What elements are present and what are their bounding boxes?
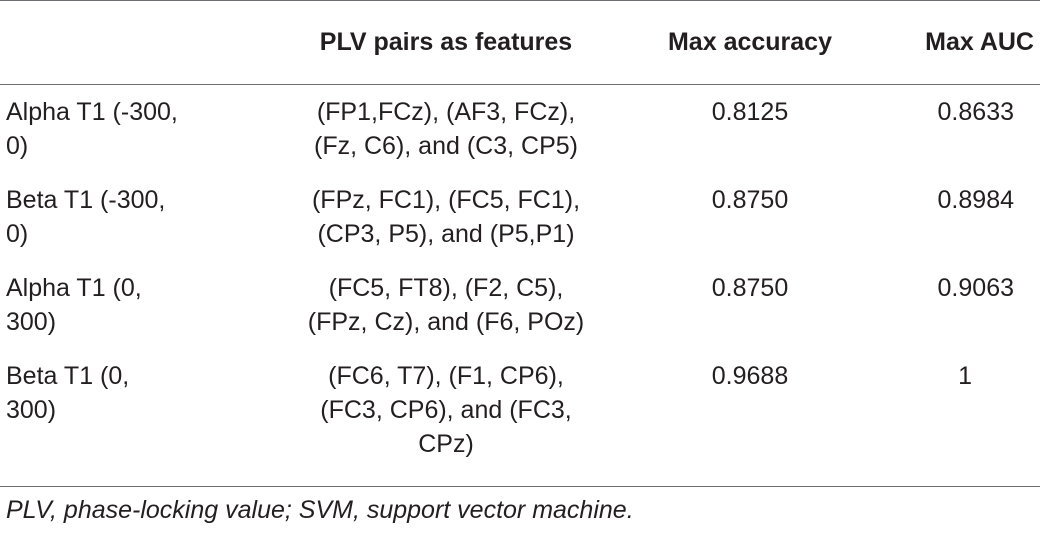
table-row: Beta T1 (0, 300) (FC6, T7), (F1, CP6), (FC…	[0, 348, 1040, 470]
row-label-line: 0)	[6, 132, 29, 160]
row-auc: 1	[958, 362, 972, 390]
row-auc: 0.8633	[937, 98, 1014, 126]
header-plv-pairs: PLV pairs as features	[319, 27, 573, 56]
table-footnote: PLV, phase-locking value; SVM, support v…	[6, 496, 634, 524]
row-auc: 0.9063	[937, 274, 1014, 302]
row-auc: 0.8984	[937, 186, 1014, 214]
header-band	[0, 0, 262, 84]
row-accuracy: 0.8750	[711, 186, 789, 214]
header-max-auc: Max AUC	[925, 27, 1034, 56]
row-features-line: (FP1,FCz), (AF3, FCz),	[316, 98, 576, 126]
table-header-rule	[0, 84, 1040, 85]
row-label: Beta T1 (-300, 0)	[0, 172, 262, 260]
row-features-line: (FPz, FC1), (FC5, FC1),	[311, 186, 581, 214]
row-features-line: (FC3, CP6), and (FC3,	[320, 396, 572, 424]
row-label: Alpha T1 (-300, 0)	[0, 84, 262, 172]
row-label-line: 0)	[6, 220, 29, 248]
row-features-line: (FC6, T7), (F1, CP6),	[328, 362, 564, 390]
row-label-line: 300)	[6, 396, 57, 424]
row-features: (FP1,FCz), (AF3, FCz), (Fz, C6), and (C3,…	[262, 84, 630, 172]
row-features: (FPz, FC1), (FC5, FC1), (CP3, P5), and (P…	[262, 172, 630, 260]
row-label-line: Alpha T1 (-300,	[6, 98, 178, 126]
row-accuracy: 0.8750	[711, 274, 789, 302]
row-features-line: CPz)	[418, 430, 474, 458]
row-label: Alpha T1 (0, 300)	[0, 260, 262, 348]
table-row: Beta T1 (-300, 0) (FPz, FC1), (FC5, FC1),…	[0, 172, 1040, 260]
row-features-line: (CP3, P5), and (P5,P1)	[317, 220, 575, 248]
row-label: Beta T1 (0, 300)	[0, 348, 262, 470]
row-accuracy: 0.8125	[711, 98, 789, 126]
row-label-line: 300)	[6, 308, 57, 336]
row-label-line: Alpha T1 (0,	[6, 274, 142, 302]
row-accuracy: 0.9688	[711, 362, 789, 390]
table-row: Alpha T1 (-300, 0) (FP1,FCz), (AF3, FCz),…	[0, 84, 1040, 172]
results-table: PLV pairs as features Max accuracy Max A…	[0, 0, 1040, 470]
table-top-rule	[0, 0, 1040, 1]
row-features-line: (Fz, C6), and (C3, CP5)	[314, 132, 578, 160]
row-label-line: Beta T1 (0,	[6, 362, 130, 390]
row-label-line: Beta T1 (-300,	[6, 186, 166, 214]
row-features-line: (FC5, FT8), (F2, C5),	[328, 274, 564, 302]
row-features: (FC6, T7), (F1, CP6), (FC3, CP6), and (FC…	[262, 348, 630, 470]
row-features-line: (FPz, Cz), and (F6, POz)	[307, 308, 585, 336]
table-bottom-rule	[0, 486, 1040, 487]
row-features: (FC5, FT8), (F2, C5), (FPz, Cz), and (F6,…	[262, 260, 630, 348]
header-max-accuracy: Max accuracy	[667, 27, 832, 56]
table-row: Alpha T1 (0, 300) (FC5, FT8), (F2, C5), (F…	[0, 260, 1040, 348]
table-header-row: PLV pairs as features Max accuracy Max A…	[0, 0, 1040, 84]
